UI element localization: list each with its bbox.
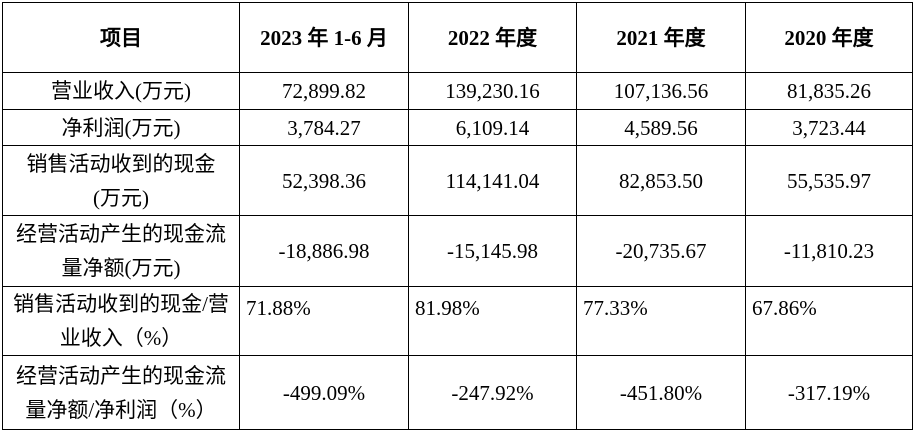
table-header-row: 项目 2023 年 1-6 月 2022 年度 2021 年度 2020 年度 xyxy=(2,2,913,73)
table-row: 经营活动产生的现金流量净额(万元) -18,886.98 -15,145.98 … xyxy=(2,215,913,287)
cell-value: 52,398.36 xyxy=(239,145,409,216)
cell-value: 3,784.27 xyxy=(239,109,409,146)
cell-value: -317.19% xyxy=(745,355,913,430)
header-2021: 2021 年度 xyxy=(576,2,746,73)
row-label: 营业收入(万元) xyxy=(2,72,240,110)
header-2022: 2022 年度 xyxy=(408,2,577,73)
table-row: 销售活动收到的现金(万元) 52,398.36 114,141.04 82,85… xyxy=(2,145,913,216)
cell-value: 139,230.16 xyxy=(408,72,577,110)
cell-value: 67.86% xyxy=(745,286,913,356)
cell-value: 4,589.56 xyxy=(576,109,746,146)
table-row: 销售活动收到的现金/营业收入（%） 71.88% 81.98% 77.33% 6… xyxy=(2,286,913,356)
cell-value: 77.33% xyxy=(576,286,746,356)
cell-value: 6,109.14 xyxy=(408,109,577,146)
cell-value: 107,136.56 xyxy=(576,72,746,110)
cell-value: 82,853.50 xyxy=(576,145,746,216)
cell-value: -499.09% xyxy=(239,355,409,430)
cell-value: -11,810.23 xyxy=(745,215,913,287)
cell-value: 55,535.97 xyxy=(745,145,913,216)
cell-value: -247.92% xyxy=(408,355,577,430)
cell-value: 3,723.44 xyxy=(745,109,913,146)
row-label: 销售活动收到的现金/营业收入（%） xyxy=(2,286,240,356)
table-row: 营业收入(万元) 72,899.82 139,230.16 107,136.56… xyxy=(2,72,913,110)
row-label: 经营活动产生的现金流量净额/净利润（%） xyxy=(2,355,240,430)
header-item: 项目 xyxy=(2,2,240,73)
cell-value: 72,899.82 xyxy=(239,72,409,110)
table-row: 净利润(万元) 3,784.27 6,109.14 4,589.56 3,723… xyxy=(2,109,913,146)
table-row: 经营活动产生的现金流量净额/净利润（%） -499.09% -247.92% -… xyxy=(2,355,913,430)
row-label: 净利润(万元) xyxy=(2,109,240,146)
cell-value: 81,835.26 xyxy=(745,72,913,110)
header-2020: 2020 年度 xyxy=(745,2,913,73)
cell-value: -20,735.67 xyxy=(576,215,746,287)
header-2023h1: 2023 年 1-6 月 xyxy=(239,2,409,73)
cell-value: 81.98% xyxy=(408,286,577,356)
row-label: 经营活动产生的现金流量净额(万元) xyxy=(2,215,240,287)
cell-value: 71.88% xyxy=(239,286,409,356)
cell-value: -15,145.98 xyxy=(408,215,577,287)
cell-value: -18,886.98 xyxy=(239,215,409,287)
cell-value: 114,141.04 xyxy=(408,145,577,216)
cell-value: -451.80% xyxy=(576,355,746,430)
row-label: 销售活动收到的现金(万元) xyxy=(2,145,240,216)
